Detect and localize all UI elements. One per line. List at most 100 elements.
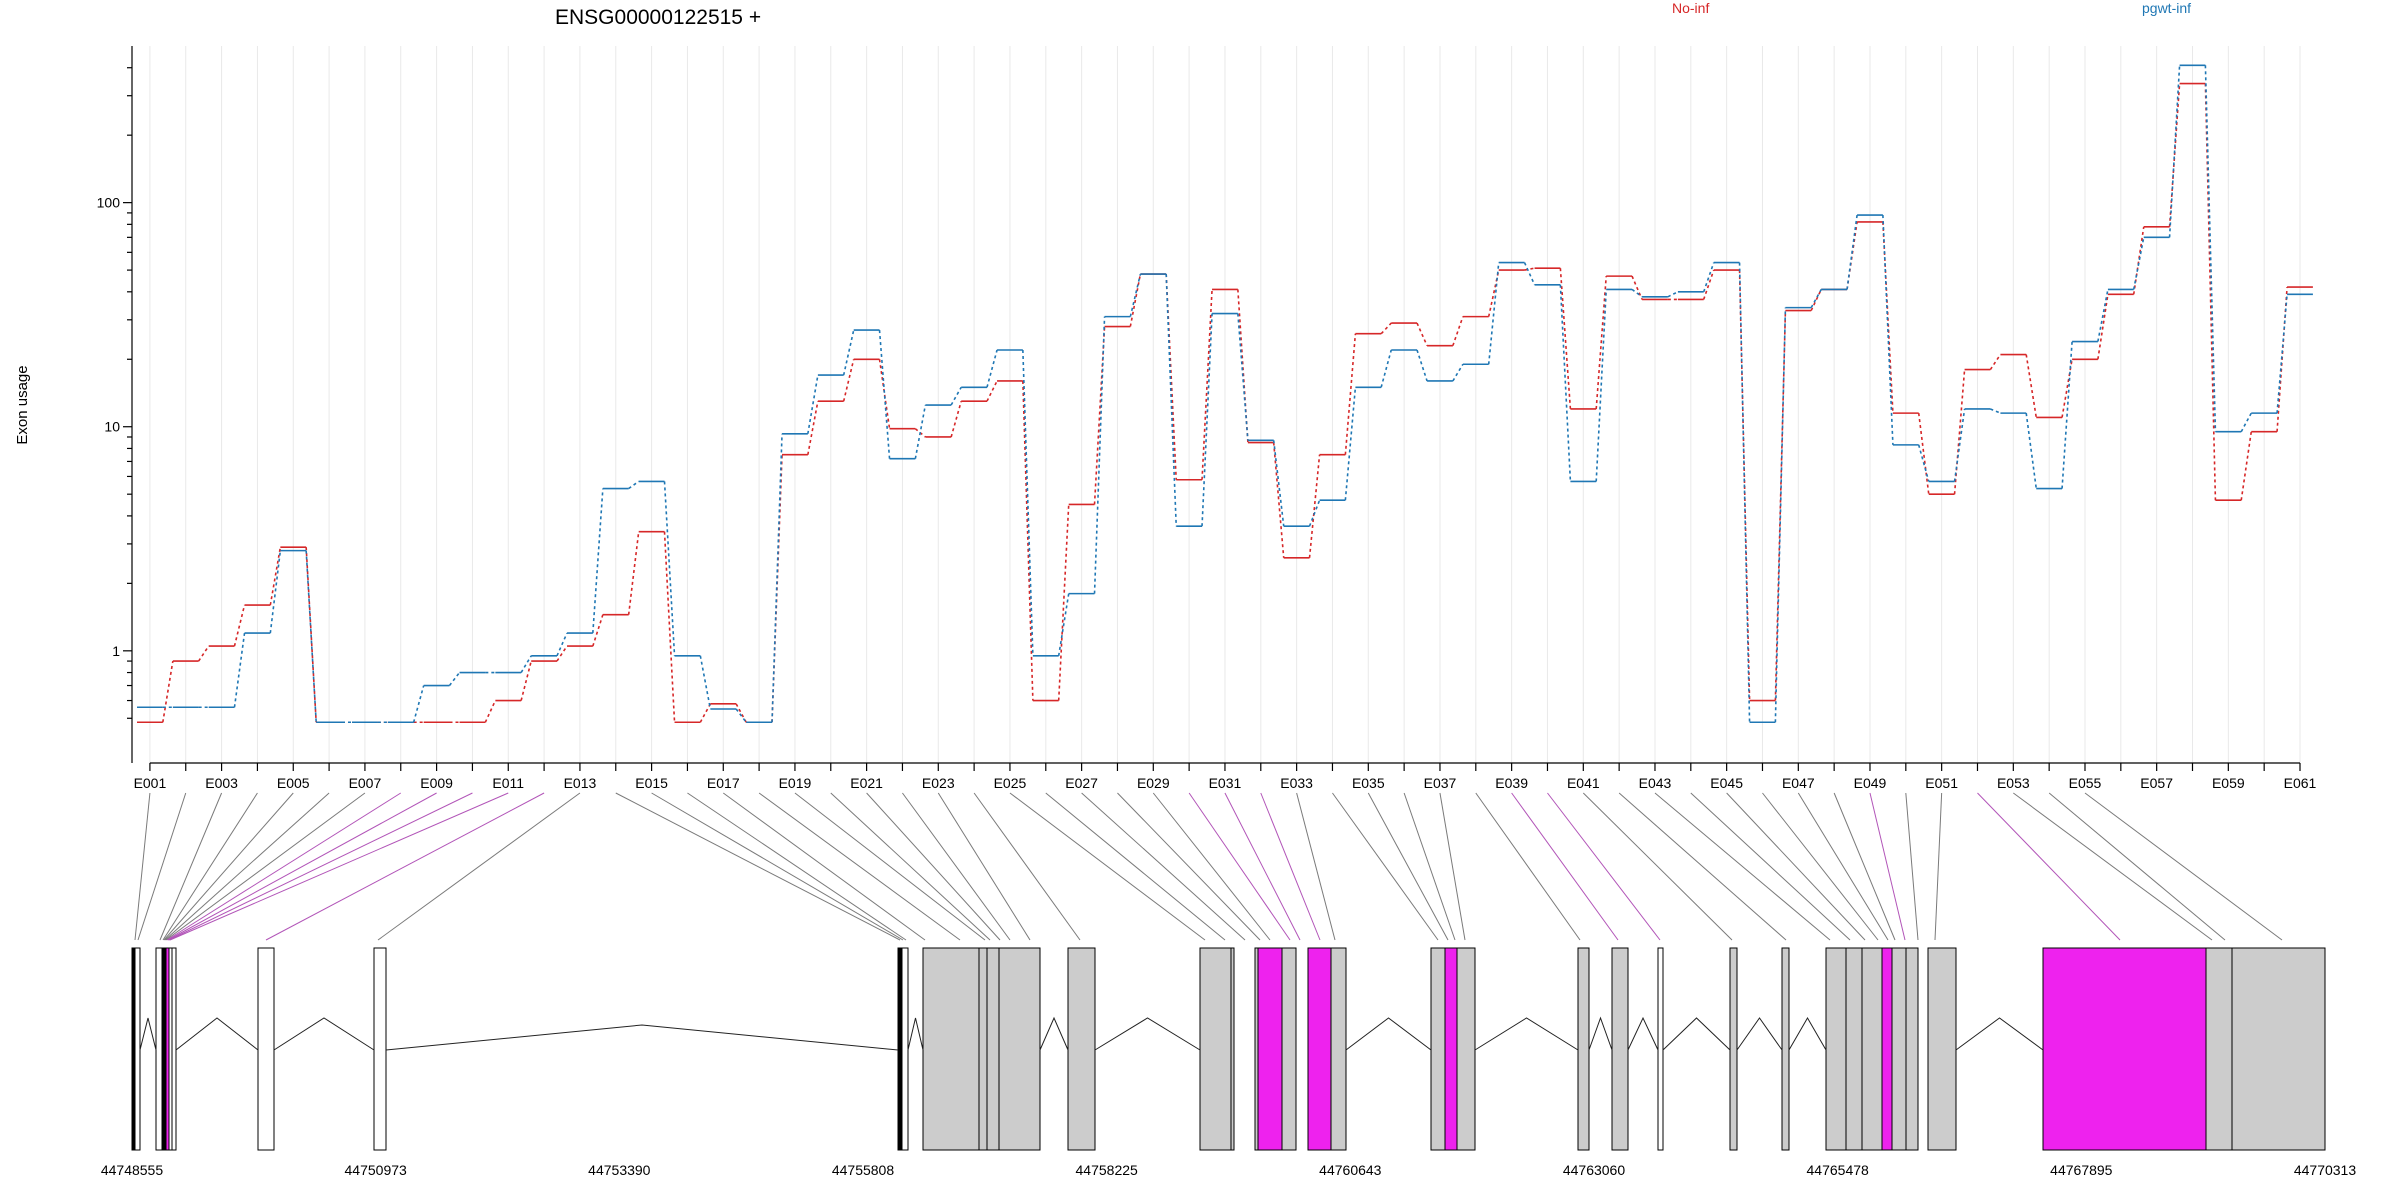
exon-connector	[902, 792, 1011, 941]
series-connector	[663, 481, 676, 656]
gene-model	[131, 947, 2326, 1151]
exon-connector	[1511, 792, 1619, 941]
series-connector	[1452, 316, 1464, 346]
series-connector	[520, 660, 532, 701]
exon-connector	[1009, 792, 1206, 941]
x-tick-label: E013	[564, 775, 597, 791]
exon-connector	[1654, 792, 1831, 941]
series-connector	[1380, 349, 1393, 388]
intron-line	[273, 1017, 375, 1051]
exon-connector	[651, 792, 904, 941]
series-connector	[1631, 288, 1643, 298]
genome-coordinate-label: 44755808	[832, 1162, 895, 1178]
series-connector	[807, 374, 819, 434]
x-tick-label: E025	[994, 775, 1027, 791]
genome-coordinate-label: 44760643	[1319, 1162, 1382, 1178]
series-connector	[1953, 408, 1966, 482]
series-connector	[1344, 333, 1357, 455]
series-connector	[1702, 269, 1715, 300]
exon-connector	[1934, 792, 1943, 941]
series-connector	[1487, 262, 1500, 365]
x-tick-label: E015	[635, 775, 668, 791]
x-tick-label: E059	[2212, 775, 2245, 791]
exon-connector	[1045, 792, 1226, 941]
series-connector	[412, 685, 425, 723]
exon-connector	[1797, 792, 1889, 941]
series-connector	[2240, 431, 2253, 501]
exon-connector	[794, 792, 986, 941]
exon-connector	[1188, 792, 1291, 941]
exon-block	[1430, 947, 1446, 1151]
x-tick-label: E047	[1782, 775, 1815, 791]
exon-connectors	[134, 792, 2283, 941]
exon-connector	[169, 792, 509, 941]
exon-block	[1577, 947, 1590, 1151]
exon-block	[2205, 947, 2233, 1151]
exon-connector	[1117, 792, 1261, 941]
series-connector	[1524, 267, 1535, 271]
series-connector	[1380, 322, 1392, 335]
intron-line	[1788, 1017, 1827, 1051]
exon-connector	[137, 792, 187, 941]
exon-block	[1611, 947, 1629, 1151]
exon-connector	[164, 792, 330, 941]
exon-connector	[166, 792, 402, 941]
exon-connector	[1905, 792, 1919, 941]
series-connector	[1667, 291, 1679, 298]
x-tick-label: E043	[1639, 775, 1672, 791]
exon-connector	[1260, 792, 1321, 941]
x-tick-label: E033	[1280, 775, 1313, 791]
series-connector	[663, 531, 676, 723]
exon-block	[1845, 947, 1863, 1151]
series-connector	[842, 359, 855, 402]
series-connector	[2097, 289, 2109, 342]
series-connector	[1738, 262, 1751, 723]
intron-line	[1474, 1017, 1579, 1051]
series-connector	[878, 359, 891, 429]
intron-line	[139, 1017, 157, 1051]
series-connector	[1990, 408, 2001, 414]
series-connector	[1452, 363, 1464, 382]
differential-exon	[1307, 947, 1332, 1151]
exon-block	[1891, 947, 1907, 1151]
exon-block	[1657, 947, 1664, 1151]
intron-line	[1588, 1016, 1613, 1051]
series-connector	[914, 404, 927, 459]
intron-line	[1736, 1017, 1783, 1051]
series-connector	[950, 386, 962, 406]
x-tick-label: E037	[1424, 775, 1457, 791]
x-tick-label: E001	[134, 775, 167, 791]
genome-coordinate-label: 44770313	[2294, 1162, 2357, 1178]
x-ticks: E001 E003 E005 E007 E009 E011 E013 E015 E017 E019…	[134, 763, 2317, 791]
series-connector	[2168, 65, 2181, 238]
legend-no-inf: No-inf	[1672, 0, 1709, 16]
series-connector	[986, 380, 998, 402]
series-connector	[1917, 444, 1930, 482]
exon-block	[2231, 947, 2326, 1151]
exon-block	[922, 947, 980, 1151]
exon-connector	[1618, 792, 1787, 941]
exon-connector	[1296, 792, 1336, 941]
exon-connector	[162, 792, 258, 941]
exon-connector	[1367, 792, 1449, 941]
exon-block	[1067, 947, 1096, 1151]
exon-block	[998, 947, 1041, 1151]
series-connector	[1882, 215, 1894, 445]
series-connector	[1416, 349, 1428, 382]
exon-block	[1199, 947, 1232, 1151]
series-connector	[950, 400, 962, 438]
vertical-grid	[149, 46, 2301, 763]
series-connector	[1308, 454, 1321, 558]
series-connector	[1774, 310, 1787, 701]
series-connector	[2204, 65, 2217, 432]
series-connector	[556, 632, 568, 657]
series-connector	[628, 480, 640, 490]
y-tick-label: 100	[97, 195, 121, 211]
differential-exon	[1881, 947, 1893, 1151]
exon-connector	[1475, 792, 1581, 941]
x-tick-label: E057	[2140, 775, 2173, 791]
exon-block	[1861, 947, 1883, 1151]
y-tick-label: 10	[104, 419, 120, 435]
series-lines	[137, 64, 2313, 724]
